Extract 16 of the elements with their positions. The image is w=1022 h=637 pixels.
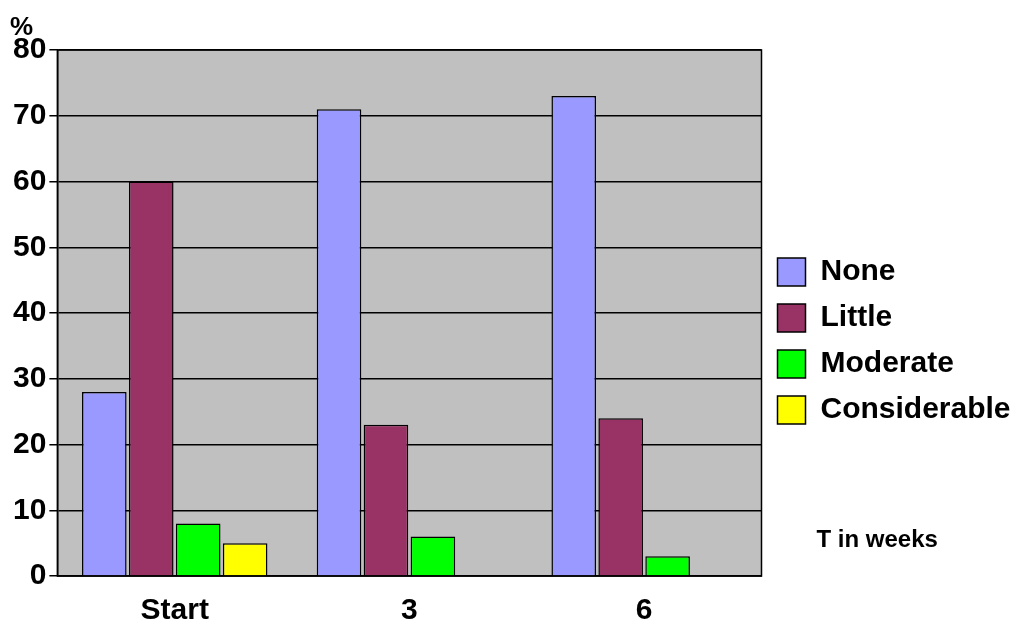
x-tick-label: Start (140, 592, 209, 626)
legend-label: Little (820, 299, 893, 333)
x-axis-title: T in weeks (816, 524, 938, 552)
y-tick-label: 70 (12, 97, 47, 131)
y-tick-label: 40 (12, 294, 47, 328)
y-tick-label: 10 (12, 491, 47, 525)
legend-label: Considerable (820, 391, 1011, 425)
legend-label: Moderate (820, 345, 954, 379)
y-tick-label: 60 (12, 162, 47, 196)
x-tick-label: 3 (401, 592, 418, 626)
y-tick-label: 50 (12, 228, 47, 262)
y-tick-label: 30 (12, 360, 47, 394)
y-tick-label: 20 (12, 425, 47, 459)
legend-label: None (820, 253, 896, 287)
y-tick-label: 0 (29, 557, 47, 591)
x-tick-label: 6 (635, 592, 653, 626)
